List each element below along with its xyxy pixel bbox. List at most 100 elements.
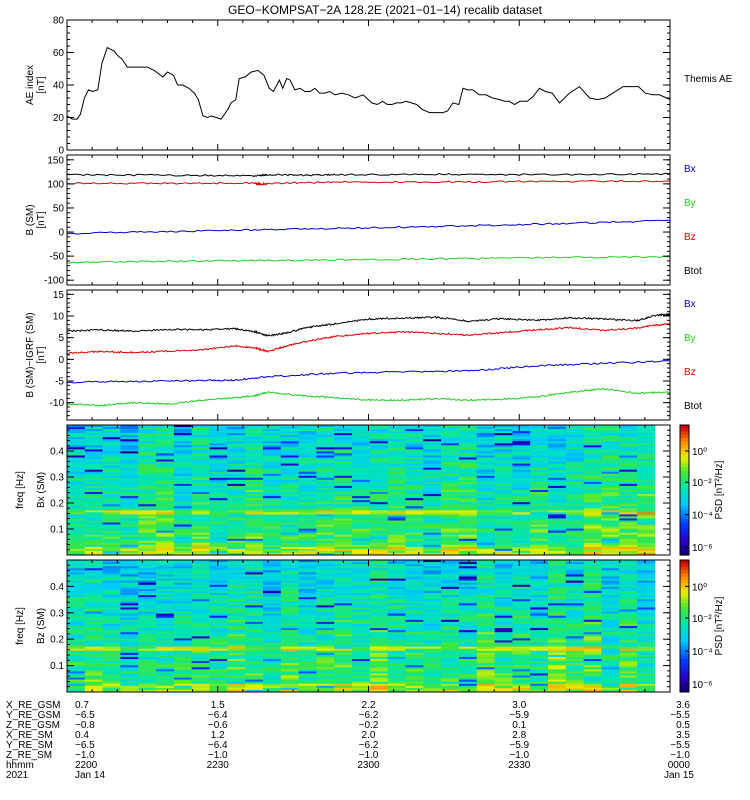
bz-spectrogram-cell — [441, 564, 460, 567]
bx-spectrogram-cell — [423, 492, 442, 495]
bz-spectrogram-cell — [637, 584, 656, 588]
bx-spectrogram-cell — [263, 504, 282, 507]
bx-spectrogram-cell — [280, 431, 299, 434]
bz-spectrogram-cell — [476, 623, 495, 627]
bx-spectrogram-cell — [227, 536, 246, 540]
bz-spectrogram-cell — [191, 667, 210, 670]
bz-spectrogram-cell — [316, 638, 335, 641]
bx-spectrogram-cell — [84, 455, 103, 458]
bx-spectrogram-cell — [102, 461, 121, 464]
bz-spectrogram-cell — [530, 632, 549, 635]
bx-spectrogram-cell — [352, 544, 371, 548]
bx-spectrogram-cell — [512, 455, 531, 458]
bz-spectrogram-cell — [173, 630, 193, 633]
bz-spectrogram-cell — [565, 578, 584, 582]
bx-spectrogram-cell — [156, 544, 175, 548]
bz-spectrogram-cell — [530, 621, 549, 625]
bx-spectrogram-cell — [156, 516, 175, 519]
bz-spectrogram-cell — [387, 661, 406, 664]
bz-spectrogram-cell — [67, 675, 86, 678]
bz-spectrogram-cell — [512, 572, 531, 575]
bz-spectrogram-cell — [619, 628, 638, 631]
bz-spectrogram-cell — [548, 621, 567, 625]
bz-spectrogram-cell — [298, 570, 317, 573]
bx-spectrogram-cell — [102, 477, 121, 481]
bx-spectrogram-cell — [67, 494, 86, 497]
bx-spectrogram-cell — [369, 433, 389, 436]
bz-spectrogram-cell — [637, 615, 656, 619]
bz-spectrogram-cell — [530, 599, 549, 602]
bz-spectrogram-cell — [120, 578, 139, 582]
bz-spectrogram-cell — [138, 667, 157, 670]
bz-spectrogram-cell — [227, 584, 246, 588]
bz-spectrogram-cell — [619, 665, 638, 668]
bx-spectrogram-cell — [619, 475, 638, 479]
bz-spectrogram-cell — [84, 617, 103, 621]
bx-spectrogram-cell — [387, 457, 406, 460]
bx-spectrogram-cell — [619, 443, 638, 446]
bx-spectrogram-cell — [102, 532, 121, 536]
bz-spectrogram-cell — [352, 588, 371, 592]
bx-spectrogram-cell — [601, 518, 620, 521]
bx-spectrogram-cell — [298, 463, 317, 466]
bx-spectrogram-cell — [245, 443, 264, 446]
bx-spectrogram-cell — [138, 473, 157, 477]
bx-spectrogram-cell — [637, 453, 656, 456]
bx-spectrogram-cell — [476, 532, 495, 536]
bz-spectrogram-cell — [494, 560, 513, 563]
bx-spectrogram-cell — [173, 463, 193, 466]
bx-spectrogram-cell — [352, 538, 371, 542]
bx-spectrogram-cell — [227, 431, 246, 434]
bz-spectrogram-cell — [280, 679, 299, 683]
bz-spectrogram-cell — [565, 663, 584, 666]
bx-spectrogram-cell — [565, 455, 584, 458]
bx-spectrogram-cell — [334, 514, 353, 517]
bx-spectrogram-cell — [494, 518, 513, 521]
bx-spectrogram-cell — [548, 441, 567, 444]
bz-spectrogram-cell — [298, 566, 317, 569]
bz-spectrogram-cell — [102, 566, 121, 569]
bz-spectrogram-cell — [173, 576, 193, 579]
bx-spectrogram-cell — [405, 496, 424, 499]
bx-spectrogram-cell — [209, 504, 228, 507]
bz-spectrogram-cell — [387, 685, 406, 689]
bz-spectrogram-cell — [369, 590, 389, 594]
bx-spectrogram-cell — [245, 453, 264, 456]
bz-spectrogram-cell — [316, 632, 335, 635]
bz-spectrogram-cell — [173, 607, 193, 610]
bz-spectrogram-cell — [209, 681, 228, 685]
bz-spectrogram-cell — [369, 619, 389, 623]
bz-spectrogram-cell — [67, 582, 86, 586]
bx-spectrogram-cell — [191, 542, 210, 546]
bz-spectrogram-cell — [530, 656, 549, 660]
bx-spectrogram-cell — [263, 431, 282, 434]
bz-spectrogram-cell — [405, 605, 424, 608]
bz-spectrogram-cell — [619, 599, 638, 602]
bx-spectrogram-cell — [458, 500, 478, 503]
b-minus-igrf-legend-by: By — [684, 333, 696, 344]
bx-spectrogram-cell — [476, 540, 495, 544]
bz-spectrogram-cell — [369, 611, 389, 615]
bz-spectrogram-cell — [191, 640, 210, 643]
bx-spectrogram-cell — [458, 443, 478, 446]
bz-spectrogram-cell — [637, 659, 656, 662]
bz-spectrogram-cell — [565, 632, 584, 635]
bx-spectrogram-cell — [209, 534, 228, 538]
bz-spectrogram-cell — [352, 611, 371, 615]
bz-spectrogram-cell — [601, 630, 620, 633]
bx-spectrogram-cell — [120, 520, 139, 523]
bz-spectrogram-cell — [619, 609, 638, 612]
bz-spectrogram-cell — [583, 609, 602, 612]
bz-spectrogram-cell — [191, 638, 210, 641]
bz-spectrogram-cell — [619, 673, 638, 676]
bz-spectrogram-cell — [512, 607, 531, 610]
bx-spectrogram-cell — [191, 481, 210, 485]
bz-spectrogram-cell — [334, 659, 353, 662]
bx-spectrogram-cell — [387, 496, 406, 499]
bz-spectrogram-cell — [173, 572, 193, 575]
bz-spectrogram-cell — [84, 652, 103, 656]
bz-spectrogram-cell — [565, 593, 584, 596]
bz-spectrogram-cell — [138, 638, 157, 641]
bx-spectrogram-cell — [387, 463, 406, 466]
bx-spectrogram-cell — [565, 512, 584, 515]
